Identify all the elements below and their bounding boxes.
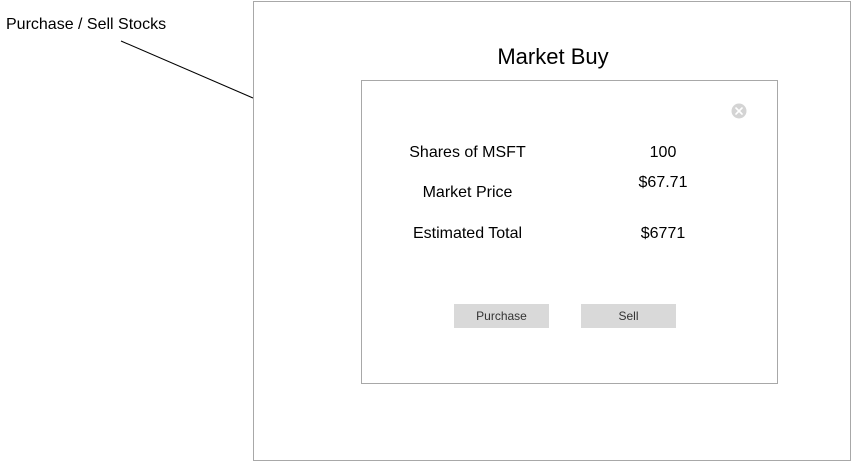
purchase-button[interactable]: Purchase [454,304,549,328]
estimated-total-label: Estimated Total [412,225,523,242]
shares-label: Shares of MSFT [409,144,526,161]
close-circle-icon [731,103,747,119]
screen-title: Market Buy [497,44,609,69]
annotation-label: Purchase / Sell Stocks [6,16,167,33]
close-button[interactable] [731,103,747,119]
market-price-label: Market Price [422,184,513,201]
screen-frame: Market Buy Shares of MSFT 100 Market Pri… [253,1,851,461]
estimated-total-value: $6771 [640,225,686,242]
shares-value: 100 [649,144,677,161]
market-buy-dialog: Shares of MSFT 100 Market Price $67.71 E… [361,80,778,384]
market-price-value: $67.71 [638,174,688,191]
sell-button[interactable]: Sell [581,304,676,328]
